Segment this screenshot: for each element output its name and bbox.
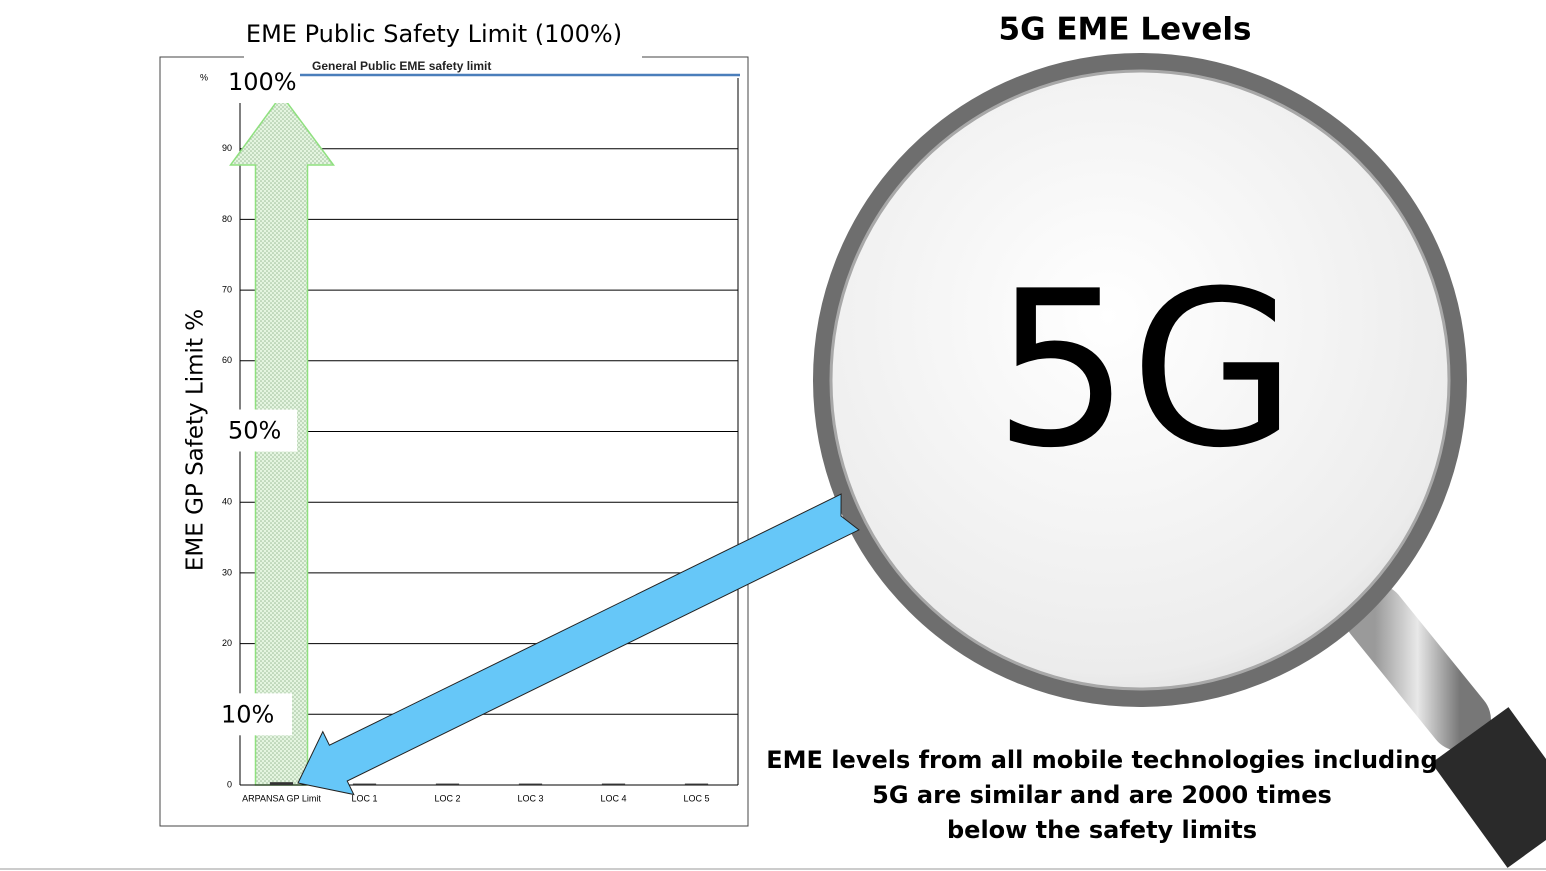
callout-box <box>222 409 297 452</box>
magnifier <box>813 53 1546 868</box>
caption-line: EME levels from all mobile technologies … <box>766 746 1437 774</box>
y-tick-label: % <box>200 72 208 82</box>
title-backing <box>244 14 642 60</box>
x-tick-label: LOC 2 <box>434 793 460 803</box>
y-tick-label: 70 <box>222 284 232 294</box>
bar <box>435 783 460 785</box>
x-tick-label: LOC 4 <box>600 793 626 803</box>
y-axis-title: EME GP Safety Limit % <box>183 309 209 571</box>
y-tick-label: 30 <box>222 567 232 577</box>
callout-label: 100% <box>228 68 297 96</box>
y-tick-label: 80 <box>222 214 232 224</box>
callout-box <box>222 61 300 103</box>
x-tick-label: LOC 5 <box>683 793 709 803</box>
x-tick-label: ARPANSA GP Limit <box>242 793 321 803</box>
y-tick-label: 40 <box>222 497 232 507</box>
callout-box <box>215 693 292 736</box>
y-tick-label: 60 <box>222 355 232 365</box>
x-tick-label: LOC 1 <box>351 793 377 803</box>
y-tick-label: 90 <box>222 143 232 153</box>
bar <box>352 783 377 785</box>
y-tick-label: 0 <box>227 779 232 789</box>
pointer-arrow <box>297 493 860 796</box>
x-tick-label: LOC 3 <box>517 793 543 803</box>
slide-title: 5G EME Levels <box>999 12 1252 48</box>
y-tick-label: 20 <box>222 638 232 648</box>
magnifier-label: 5G <box>993 244 1296 495</box>
callout-label: 10% <box>221 700 274 728</box>
bar <box>601 783 626 785</box>
chart: 0102030405060708090%General Public EME s… <box>200 59 740 803</box>
bar <box>518 783 543 785</box>
chart-title: EME Public Safety Limit (100%) <box>246 20 622 48</box>
limit-label: General Public EME safety limit <box>312 59 491 73</box>
caption-line: below the safety limits <box>947 816 1257 844</box>
bar <box>269 782 294 785</box>
callout-label: 50% <box>228 417 281 445</box>
caption-line: 5G are similar and are 2000 times <box>872 781 1332 809</box>
bar <box>684 783 709 785</box>
